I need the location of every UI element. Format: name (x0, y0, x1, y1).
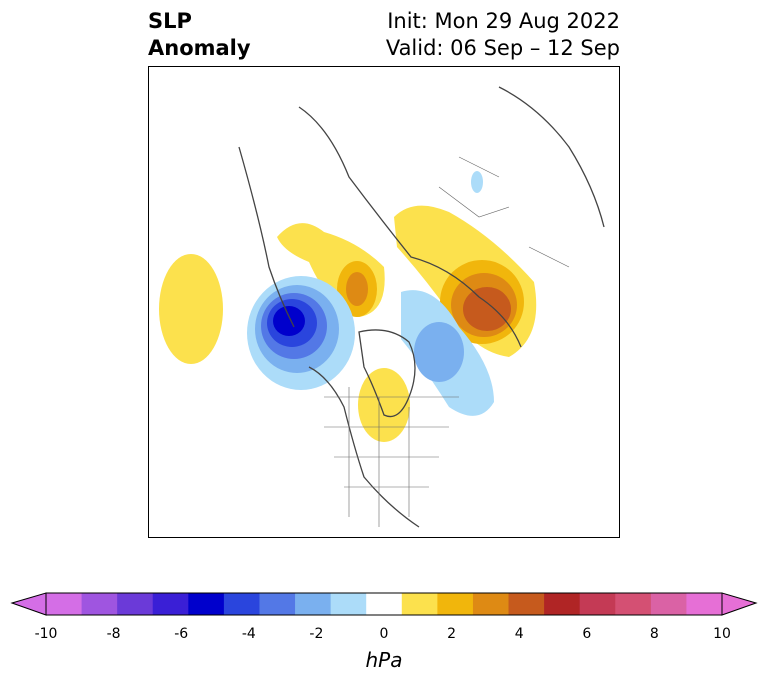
colorbar-segment (437, 593, 474, 615)
colorbar-segment (81, 593, 118, 615)
colorbar-segment (117, 593, 154, 615)
colorbar-tick-label: 0 (379, 626, 389, 642)
colorbar-segment (152, 593, 189, 615)
colorbar-tick-label: 10 (713, 626, 731, 642)
colorbar-segment (615, 593, 652, 615)
colorbar-tick-label: -4 (241, 626, 256, 642)
colorbar-tick-label: 4 (514, 626, 524, 642)
positive-anomaly-europe-core (463, 287, 511, 331)
colorbar-segment (544, 593, 581, 615)
title-type: Anomaly (148, 36, 251, 60)
colorbar-tick-label: -2 (309, 626, 324, 642)
colorbar-segment (401, 593, 438, 615)
valid-range: Valid: 06 Sep – 12 Sep (385, 36, 620, 60)
map-dates: Init: Mon 29 Aug 2022 Valid: 06 Sep – 12… (386, 8, 620, 62)
borders (324, 156, 570, 527)
colorbar-outline (45, 592, 723, 616)
title-variable: SLP (148, 9, 192, 33)
colorbar-segment (259, 593, 296, 615)
colorbar-tick-label: -10 (34, 626, 58, 642)
colorbar-tick-label: 6 (582, 626, 592, 642)
colorbar-segment (330, 593, 367, 615)
init-date: Init: Mon 29 Aug 2022 (387, 9, 620, 33)
colorbar-tick-label: 8 (649, 626, 659, 642)
colorbar (10, 592, 758, 616)
colorbar-segment (650, 593, 687, 615)
colorbar-extend-high (721, 592, 758, 616)
colorbar-extend-low (10, 592, 47, 616)
colorbar-segment (508, 593, 545, 615)
colorbar-segment (686, 593, 723, 615)
map-title: SLP Anomaly (148, 8, 251, 62)
colorbar-tick-label: -8 (106, 626, 121, 642)
colorbar-segment (579, 593, 616, 615)
colorbar-tick-label: -6 (174, 626, 189, 642)
negative-anomaly-pacific-core (273, 306, 305, 336)
negative-anomaly-siberia (471, 171, 483, 193)
colorbar-segment (295, 593, 332, 615)
colorbar-segment (472, 593, 510, 615)
colorbar-segments (46, 593, 723, 615)
colorbar-tick-label: 2 (447, 626, 457, 642)
colorbar-segment (46, 593, 83, 615)
colorbar-segment (188, 593, 225, 615)
anomaly-fields (159, 171, 537, 442)
polar-map (148, 66, 620, 538)
colorbar-unit: hPa (365, 648, 403, 672)
anomaly-map-svg (159, 86, 605, 528)
positive-anomaly-west (159, 254, 223, 364)
colorbar-segment (223, 593, 260, 615)
positive-anomaly-northeast-america (358, 368, 410, 442)
colorbar-segment (366, 593, 403, 615)
